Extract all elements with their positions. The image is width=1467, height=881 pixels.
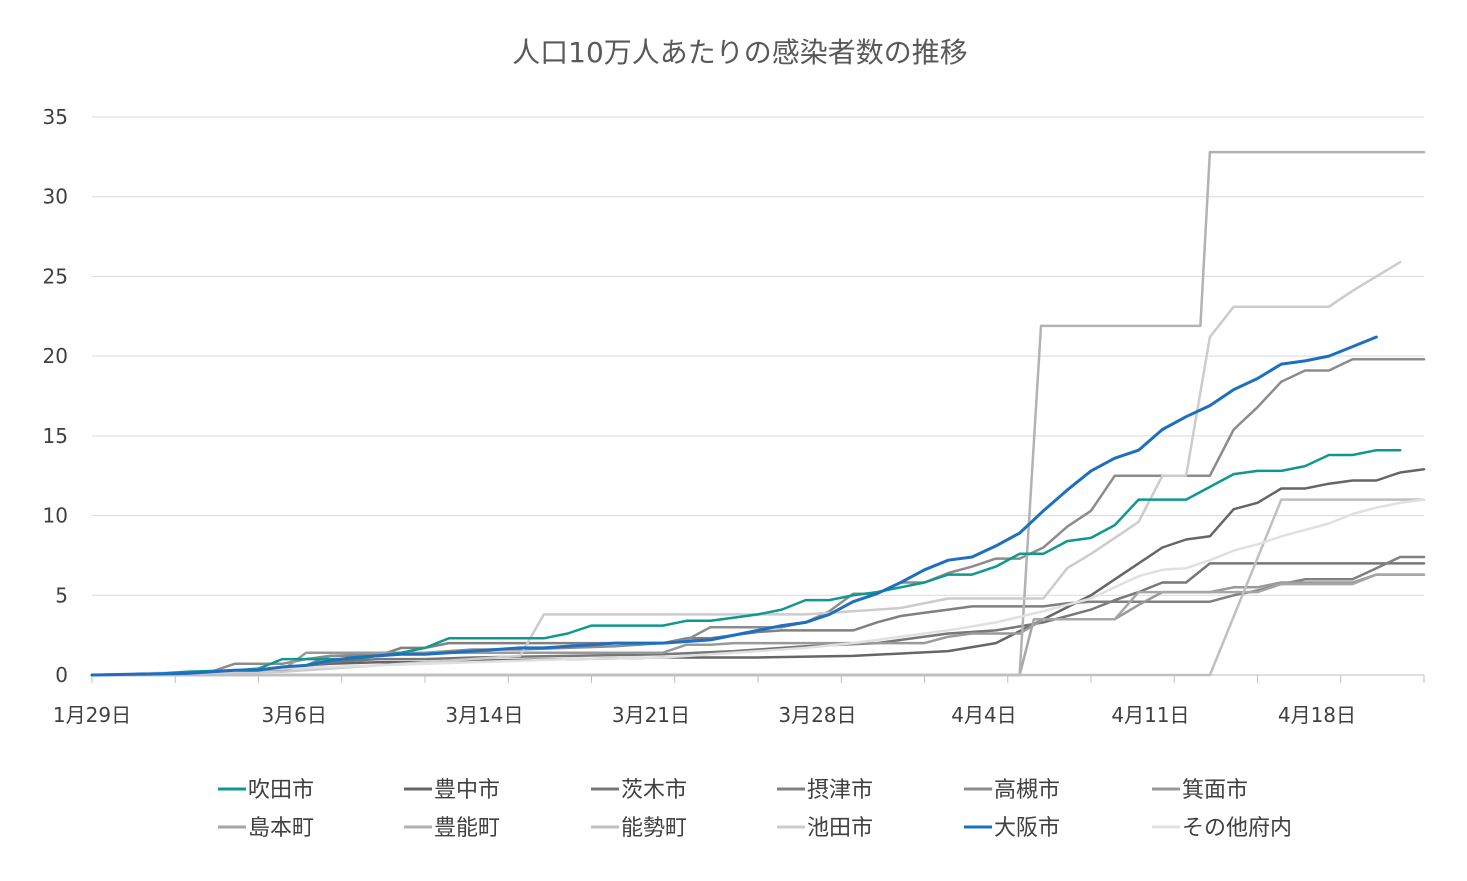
series-line-12 <box>90 498 1426 677</box>
x-tick-label: 3月6日 <box>261 703 326 727</box>
y-axis-ticks: 0 5 10 15 20 25 30 35 <box>43 105 68 687</box>
x-tick-label: 4月4日 <box>951 703 1016 727</box>
gridlines <box>92 116 1424 596</box>
legend-label: 吹田市 <box>248 778 314 803</box>
y-tick-label: 0 <box>55 663 68 687</box>
x-tick-label: 1月29日 <box>53 703 131 727</box>
y-tick-label: 10 <box>43 504 68 528</box>
legend-label: 茨木市 <box>621 778 687 803</box>
y-tick-label: 25 <box>43 264 68 288</box>
series-line-11 <box>90 335 1378 677</box>
y-tick-label: 20 <box>43 344 68 368</box>
legend-label: 摂津市 <box>807 778 873 803</box>
legend-label: その他府内 <box>1182 816 1292 841</box>
legend-label: 豊能町 <box>434 816 500 841</box>
legend-label: 大阪市 <box>994 816 1060 841</box>
series-lines <box>90 150 1426 677</box>
x-tick-label: 3月28日 <box>778 703 856 727</box>
y-tick-label: 30 <box>43 185 68 209</box>
x-axis: 1月29日 3月6日 3月14日 3月21日 3月28日 4月4日 4月11日 4月18日 <box>53 674 1425 727</box>
legend-label: 島本町 <box>248 816 314 841</box>
y-tick-label: 35 <box>43 105 68 129</box>
series-line-7 <box>90 573 1426 677</box>
legend-label: 豊中市 <box>434 778 500 803</box>
series-line-9 <box>90 498 1426 677</box>
x-tick-label: 3月14日 <box>445 703 523 727</box>
x-tick-label: 4月18日 <box>1278 703 1356 727</box>
x-tick-label: 3月21日 <box>612 703 690 727</box>
series-line-5 <box>90 358 1426 677</box>
chart-title: 人口10万人あたりの感染者数の推移 <box>512 36 968 69</box>
series-line-10 <box>90 260 1402 677</box>
legend-label: 能勢町 <box>621 816 687 841</box>
y-tick-label: 15 <box>43 424 68 448</box>
x-tick-label: 4月11日 <box>1111 703 1189 727</box>
legend-label: 高槻市 <box>994 778 1060 803</box>
legend-label: 箕面市 <box>1182 778 1248 803</box>
legend-label: 池田市 <box>807 816 873 841</box>
series-line-3 <box>90 562 1426 677</box>
y-tick-label: 5 <box>55 583 68 607</box>
